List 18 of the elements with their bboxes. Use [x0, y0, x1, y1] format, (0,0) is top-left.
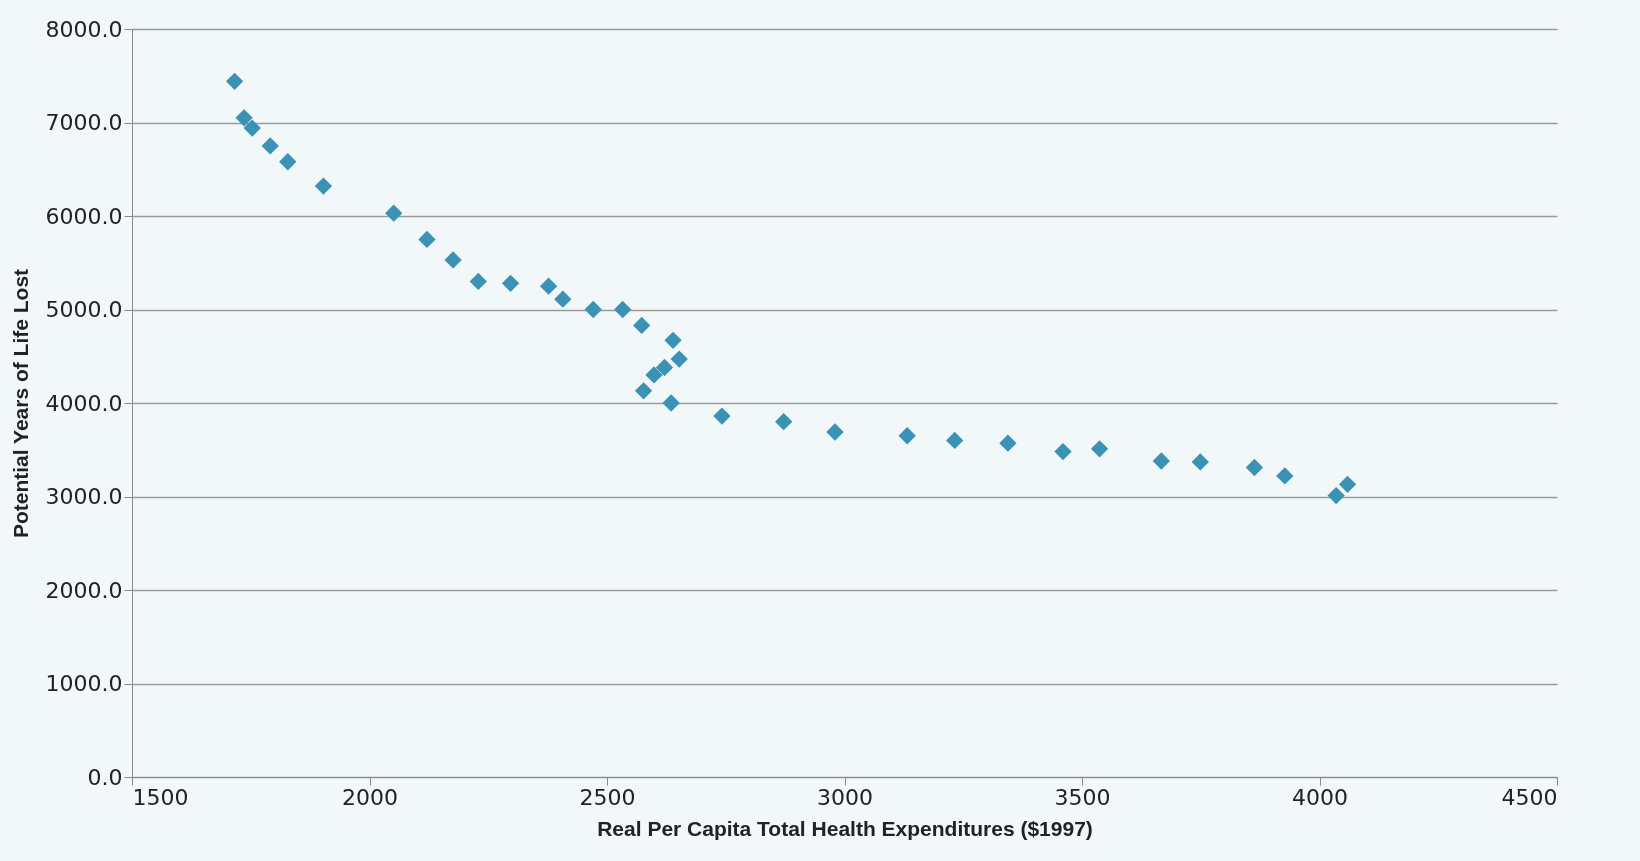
y-tick-label: 0.0	[87, 764, 123, 790]
x-tick-label: 4000	[1292, 784, 1348, 810]
y-tick-label: 4000.0	[45, 390, 123, 416]
y-tick-label: 3000.0	[45, 484, 123, 509]
y-tick-label: 6000.0	[45, 203, 123, 229]
y-tick-label: 8000.0	[45, 16, 123, 42]
x-axis-title: Real Per Capita Total Health Expenditures ($1997)	[597, 816, 1093, 840]
x-tick-label: 3000	[817, 784, 873, 810]
y-tick-label: 2000.0	[45, 577, 123, 603]
y-tick-label: 5000.0	[45, 297, 123, 322]
y-tick-label: 7000.0	[45, 110, 123, 135]
x-tick-label: 4500	[1501, 784, 1558, 810]
y-axis-title: Potential Years of Life Lost	[8, 268, 32, 539]
y-tick-label: 1000.0	[45, 671, 123, 696]
x-tick-label: 3500	[1054, 784, 1111, 810]
x-tick-label: 2000	[342, 784, 398, 810]
x-tick-label: 2500	[579, 784, 636, 810]
x-tick-label: 1500	[132, 784, 189, 810]
